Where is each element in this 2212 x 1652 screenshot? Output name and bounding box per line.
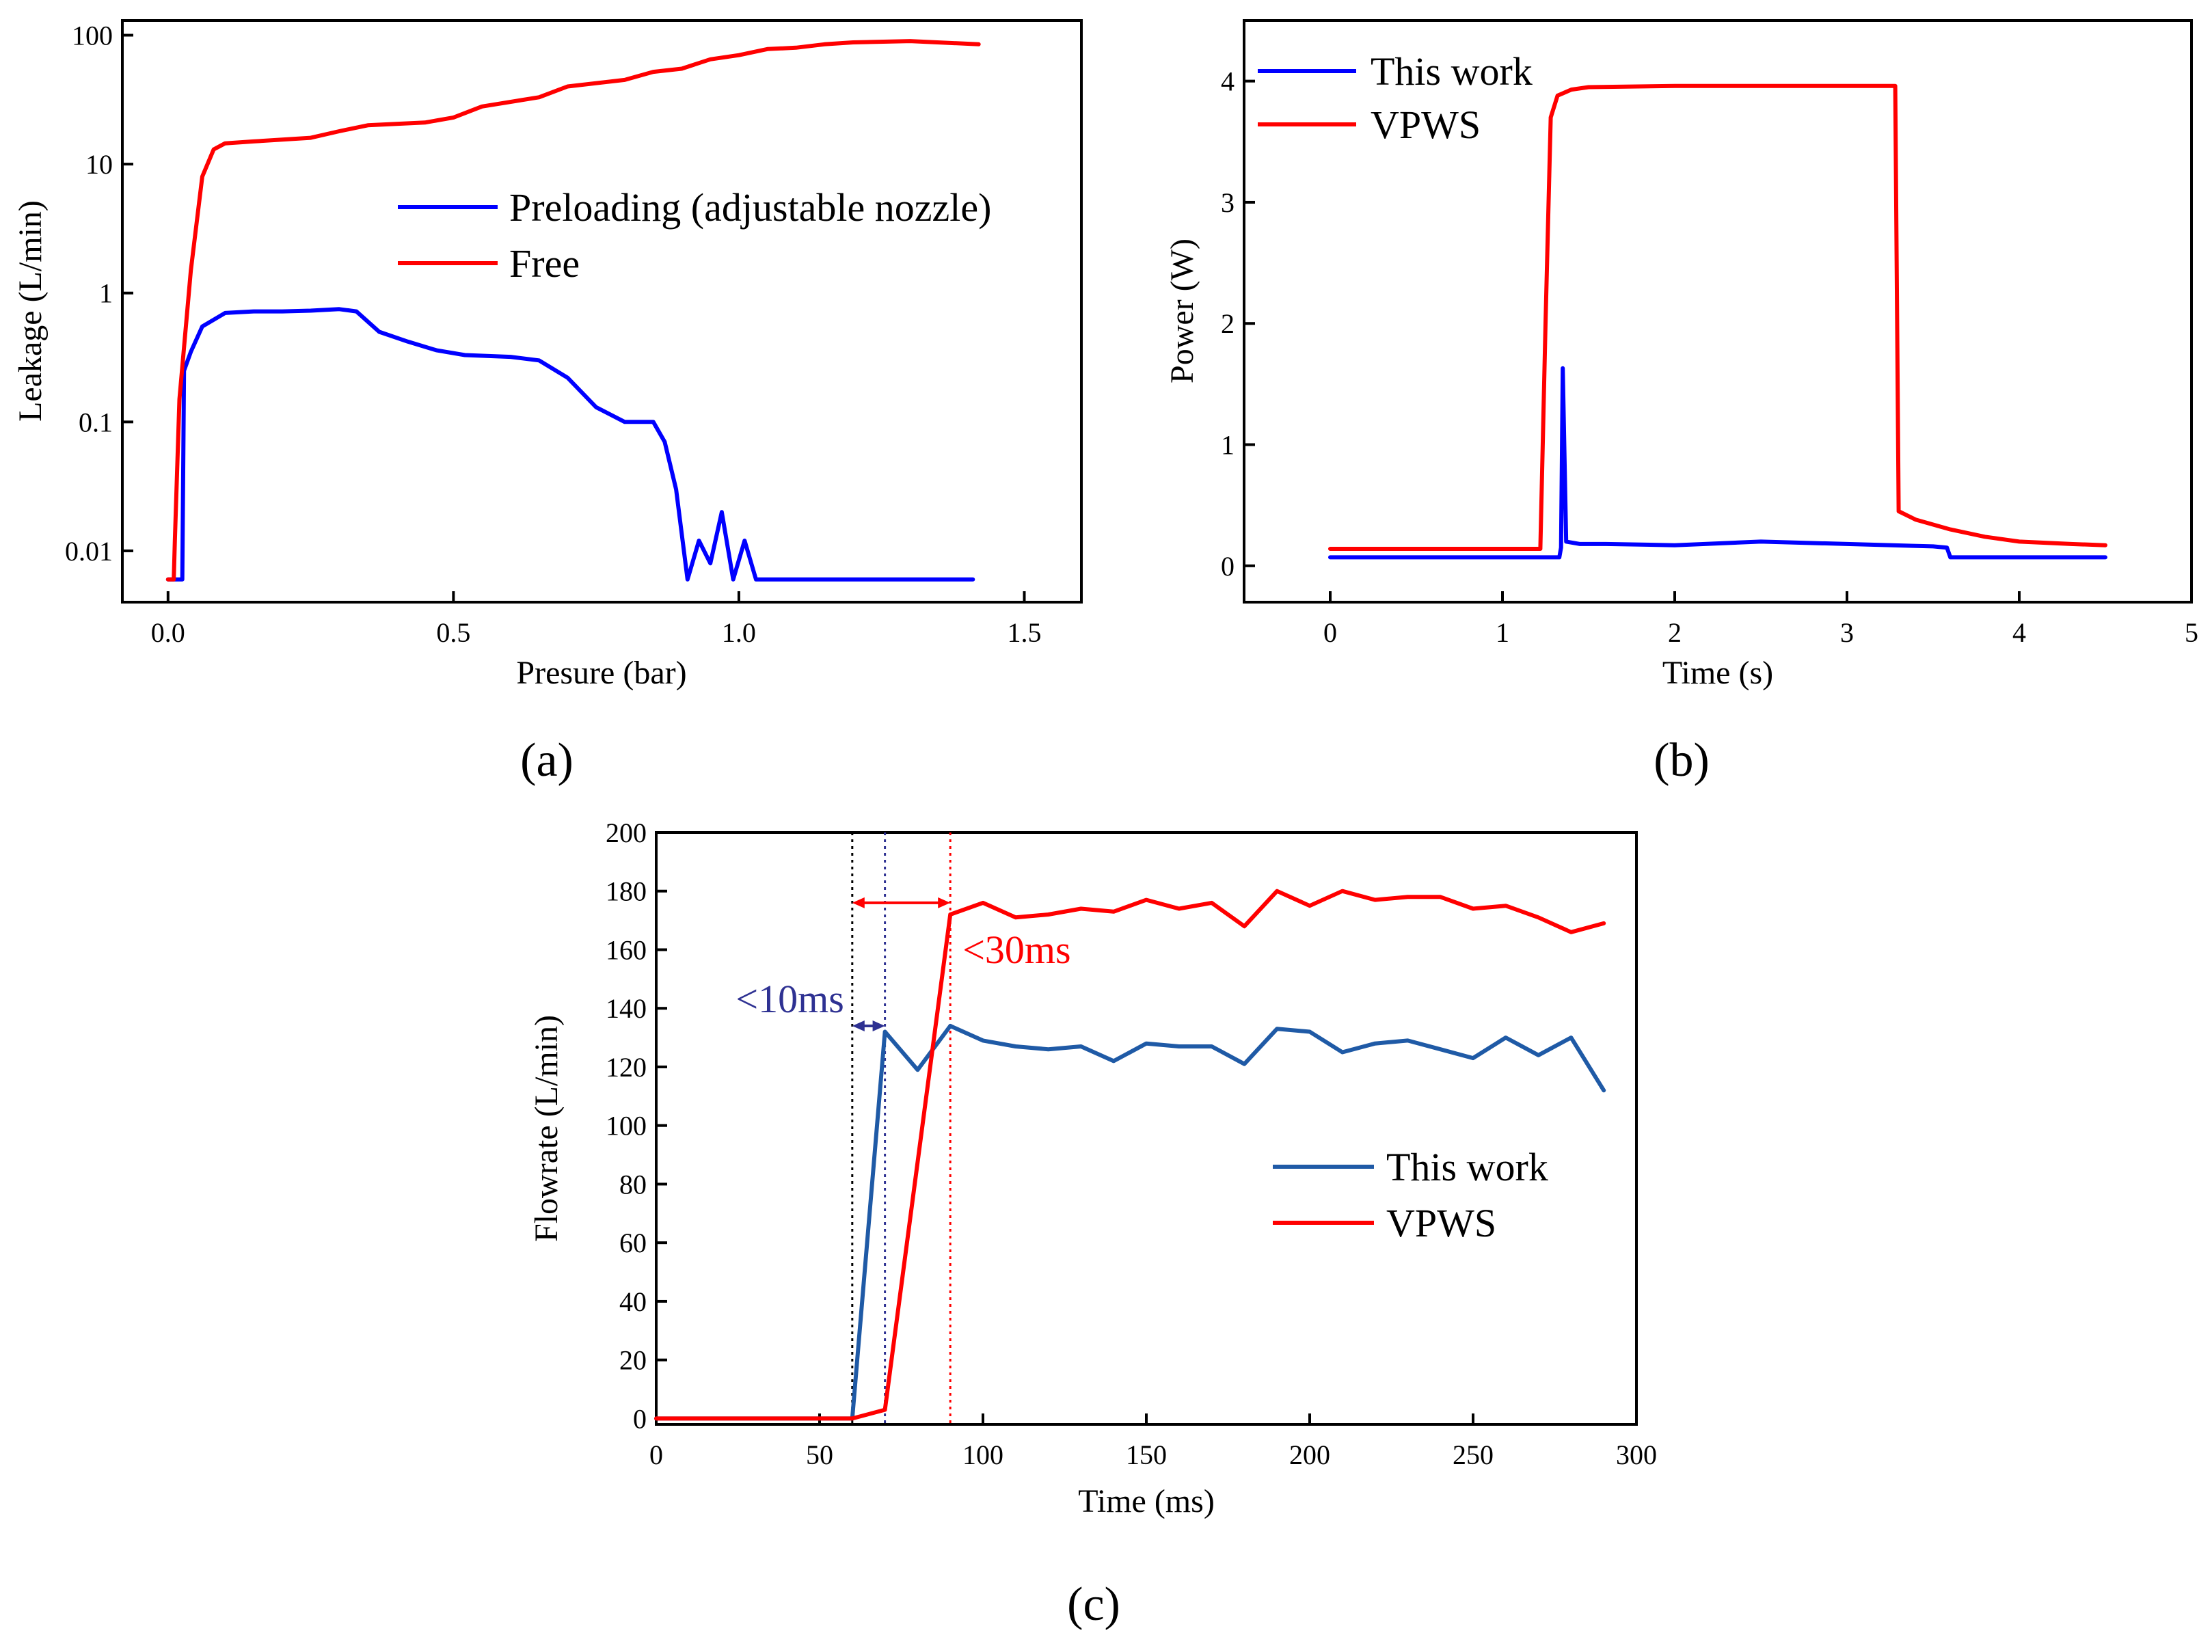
y-tick-label: 0.01 bbox=[65, 536, 113, 567]
x-tick-label: 50 bbox=[806, 1439, 833, 1470]
x-tick-label: 0.5 bbox=[436, 617, 470, 648]
y-tick-label: 20 bbox=[619, 1345, 647, 1376]
x-tick-label: 5 bbox=[2185, 617, 2198, 648]
y-tick-label: 100 bbox=[606, 1111, 647, 1141]
panel-b-ticks: 0 1 2 3 4 5 0 1 2 3 4 bbox=[1221, 66, 2198, 648]
panel-a-y-axis-title: Leakage (L/min) bbox=[12, 200, 49, 422]
y-tick-label: 140 bbox=[606, 993, 647, 1024]
x-tick-label: 3 bbox=[1840, 617, 1854, 648]
panel-b-label: (b) bbox=[1654, 734, 1710, 787]
annotation-label: <10ms bbox=[736, 977, 844, 1021]
panel-c-x-axis-title: Time (ms) bbox=[1078, 1483, 1215, 1519]
series-line-this-work bbox=[1328, 366, 2107, 560]
y-tick-label: 10 bbox=[85, 149, 113, 180]
x-tick-label: 4 bbox=[2012, 617, 2026, 648]
y-tick-label: 3 bbox=[1221, 187, 1235, 218]
x-tick-label: 1.5 bbox=[1007, 617, 1041, 648]
y-tick-label: 2 bbox=[1221, 308, 1235, 339]
y-tick-label: 160 bbox=[606, 934, 647, 965]
x-tick-label: 2 bbox=[1668, 617, 1682, 648]
panel-c-ticks: 0 50 100 150 200 250 300 0 20 40 60 80 100 120 140 160 1… bbox=[606, 817, 1657, 1470]
y-tick-label: 1 bbox=[99, 278, 113, 309]
panel-b-y-axis-title: Power (W) bbox=[1164, 239, 1200, 383]
legend-label-vpws-c: VPWS bbox=[1386, 1201, 1496, 1245]
y-tick-label: 0.1 bbox=[79, 407, 113, 437]
panel-c: 0 50 100 150 200 250 300 0 20 40 60 80 100 120 140 160 1… bbox=[528, 817, 1657, 1631]
panel-c-label: (c) bbox=[1067, 1578, 1120, 1631]
legend-label-this-work-c: This work bbox=[1386, 1145, 1548, 1189]
y-tick-label: 60 bbox=[619, 1228, 647, 1258]
y-tick-label: 100 bbox=[72, 20, 113, 51]
y-tick-label: 4 bbox=[1221, 66, 1235, 97]
legend-label-vpws-b: VPWS bbox=[1371, 103, 1481, 147]
y-tick-label: 180 bbox=[606, 876, 647, 907]
panel-b-plot-frame bbox=[1243, 19, 2193, 604]
x-tick-label: 0.0 bbox=[151, 617, 185, 648]
panel-a-series bbox=[165, 39, 981, 582]
annotation-label: <30ms bbox=[962, 927, 1070, 972]
panel-a-x-axis-title: Presure (bar) bbox=[516, 655, 686, 691]
series-line-vpws bbox=[654, 889, 1606, 1421]
y-tick-label: 120 bbox=[606, 1052, 647, 1083]
legend-label-this-work-b: This work bbox=[1371, 49, 1533, 94]
panel-a-legend: Preloading (adjustable nozzle) Free bbox=[398, 185, 991, 286]
panel-c-reference-lines bbox=[851, 832, 952, 1424]
panel-b: 0 1 2 3 4 5 0 1 2 3 4 Time (s) Power (W) This work… bbox=[1164, 19, 2198, 787]
panel-a-ticks: 0.0 0.5 1.0 1.5 0.01 0.1 1 10 100 bbox=[65, 20, 1041, 648]
x-tick-label: 0 bbox=[1323, 617, 1337, 648]
x-tick-label: 150 bbox=[1126, 1439, 1167, 1470]
panel-b-legend: This work VPWS bbox=[1258, 49, 1533, 147]
x-tick-label: 300 bbox=[1616, 1439, 1657, 1470]
x-tick-label: 250 bbox=[1453, 1439, 1494, 1470]
legend-label-free: Free bbox=[509, 241, 580, 286]
panel-c-plot-frame bbox=[655, 831, 1638, 1426]
y-tick-label: 80 bbox=[619, 1169, 647, 1200]
x-tick-label: 1.0 bbox=[722, 617, 756, 648]
x-tick-label: 200 bbox=[1289, 1439, 1330, 1470]
y-tick-label: 40 bbox=[619, 1286, 647, 1317]
y-tick-label: 0 bbox=[633, 1403, 647, 1434]
annotation-arrow-head-right bbox=[872, 1020, 885, 1031]
legend-label-preloading: Preloading (adjustable nozzle) bbox=[509, 185, 991, 230]
panel-b-x-axis-title: Time (s) bbox=[1662, 655, 1773, 691]
panel-c-annotations: <10ms <30ms bbox=[736, 897, 1071, 1031]
annotation-arrow-head-right bbox=[938, 897, 951, 908]
panel-c-legend: This work VPWS bbox=[1273, 1145, 1548, 1245]
panel-a-label: (a) bbox=[520, 734, 574, 787]
x-tick-label: 1 bbox=[1496, 617, 1509, 648]
y-tick-label: 1 bbox=[1221, 430, 1235, 461]
annotation-arrow-head-left bbox=[852, 1020, 865, 1031]
panel-c-series bbox=[654, 889, 1606, 1421]
panel-b-series bbox=[1328, 83, 2107, 560]
series-line-preloading-adjustable-nozzle bbox=[165, 307, 975, 582]
panel-c-y-axis-title: Flowrate (L/min) bbox=[528, 1015, 565, 1242]
y-tick-label: 200 bbox=[606, 817, 647, 848]
series-line-vpws bbox=[1328, 83, 2107, 551]
x-tick-label: 100 bbox=[962, 1439, 1003, 1470]
annotation-arrow-head-left bbox=[852, 897, 865, 908]
y-tick-label: 0 bbox=[1221, 551, 1235, 582]
panel-a-plot-frame bbox=[121, 19, 1083, 604]
x-tick-label: 0 bbox=[649, 1439, 663, 1470]
series-line-free bbox=[165, 39, 981, 582]
